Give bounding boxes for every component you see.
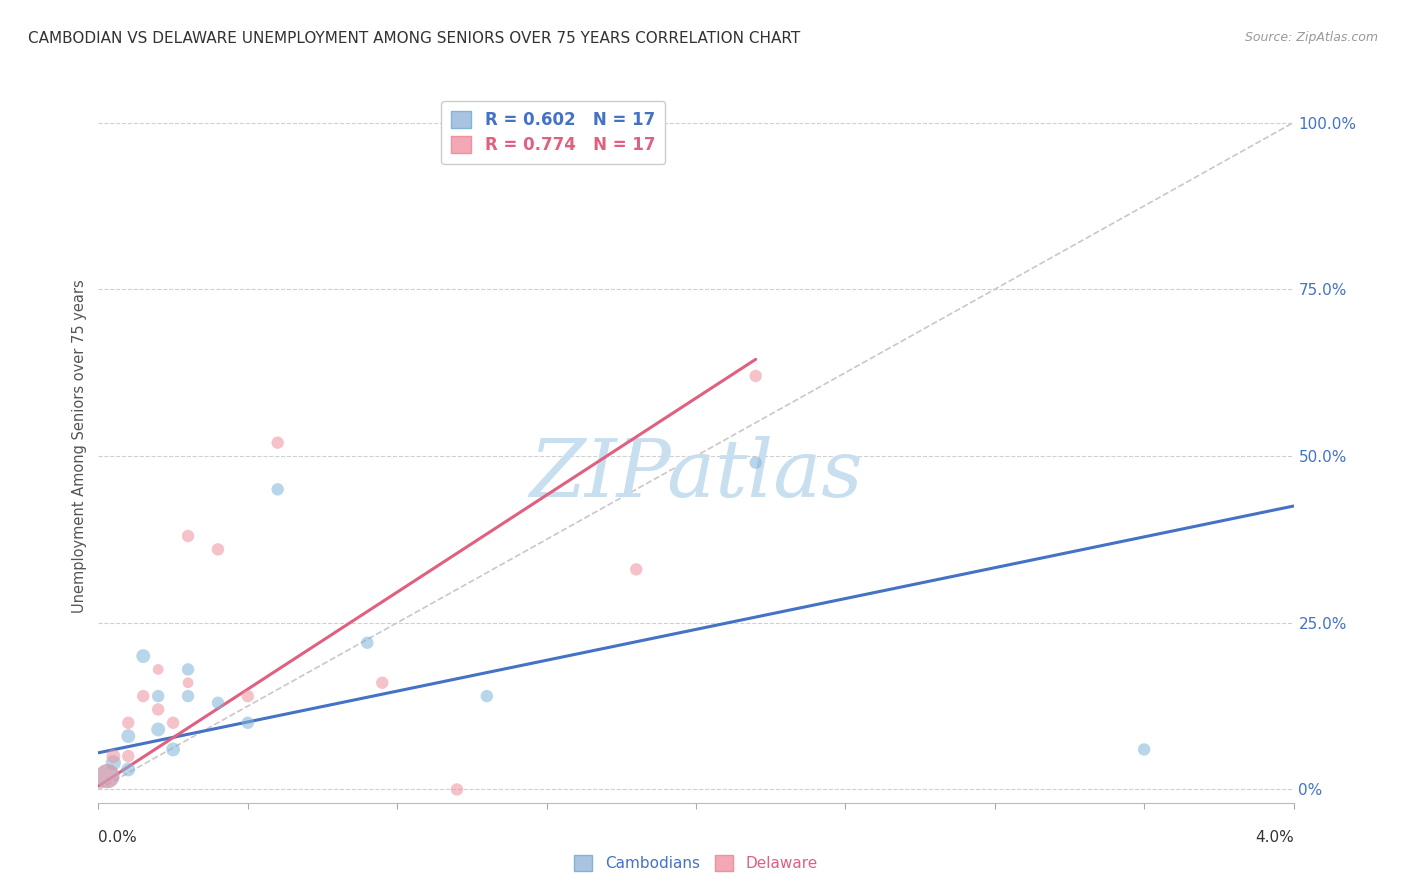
Point (103, 756, 125, 770)
Text: ZIPatlas: ZIPatlas (529, 436, 863, 513)
Y-axis label: Unemployment Among Seniors over 75 years: Unemployment Among Seniors over 75 years (72, 279, 87, 613)
Point (236, 715, 259, 730)
Point (475, 689, 498, 703)
Point (148, 689, 170, 703)
Text: Source: ZipAtlas.com: Source: ZipAtlas.com (1244, 31, 1378, 45)
Point (103, 749, 125, 764)
Point (148, 723, 170, 737)
Point (371, 675, 394, 690)
Point (267, 435, 290, 450)
Point (96, 769, 118, 783)
Point (207, 542, 229, 557)
Point (132, 689, 155, 703)
Legend: Cambodians, Delaware: Cambodians, Delaware (568, 849, 824, 877)
Point (162, 742, 184, 756)
Point (207, 696, 229, 710)
Point (177, 675, 200, 690)
Point (267, 483, 290, 497)
Text: 4.0%: 4.0% (1254, 830, 1294, 845)
Point (446, 782, 468, 797)
Point (117, 729, 139, 743)
Point (117, 749, 139, 764)
Point (177, 529, 200, 543)
Point (162, 715, 184, 730)
Point (148, 662, 170, 676)
Point (132, 649, 155, 664)
Text: CAMBODIAN VS DELAWARE UNEMPLOYMENT AMONG SENIORS OVER 75 YEARS CORRELATION CHART: CAMBODIAN VS DELAWARE UNEMPLOYMENT AMONG… (28, 31, 800, 46)
Point (624, 562, 647, 576)
Point (745, 368, 768, 383)
Point (745, 456, 768, 470)
Point (96, 769, 118, 783)
Point (1133, 742, 1156, 756)
Point (236, 689, 259, 703)
Point (177, 662, 200, 676)
Point (177, 689, 200, 703)
Point (117, 763, 139, 777)
Point (148, 702, 170, 716)
Point (117, 715, 139, 730)
Text: 0.0%: 0.0% (98, 830, 138, 845)
Point (356, 636, 378, 650)
